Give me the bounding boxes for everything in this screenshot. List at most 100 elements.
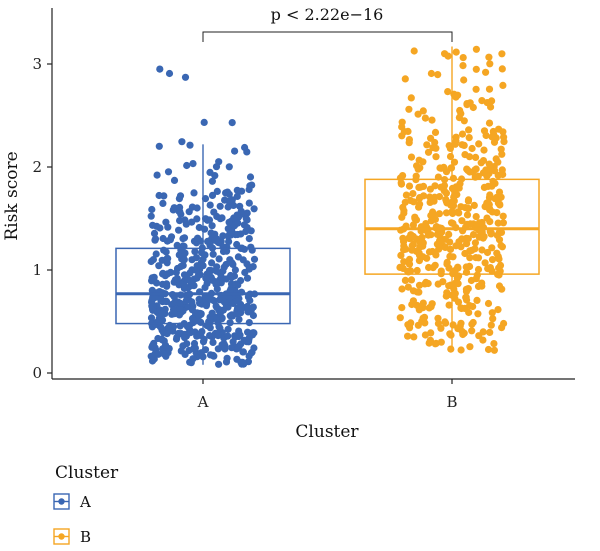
data-point xyxy=(176,299,184,307)
data-point xyxy=(245,199,253,207)
data-point xyxy=(209,338,217,346)
data-point xyxy=(436,243,444,251)
data-point xyxy=(472,45,480,53)
data-point xyxy=(208,177,216,185)
data-point xyxy=(148,297,156,305)
data-point xyxy=(153,279,161,287)
data-point xyxy=(473,296,481,304)
data-point xyxy=(180,234,189,242)
data-point xyxy=(464,235,472,243)
data-point xyxy=(245,235,253,243)
data-point xyxy=(169,206,177,214)
data-point xyxy=(396,314,404,322)
data-point xyxy=(221,298,229,306)
data-point xyxy=(165,69,174,78)
data-point xyxy=(163,280,171,288)
data-point xyxy=(163,330,171,338)
data-point xyxy=(466,343,474,351)
data-point xyxy=(466,254,474,262)
data-point xyxy=(215,305,223,313)
data-point xyxy=(175,226,183,234)
data-point xyxy=(417,183,425,191)
legend-key-a xyxy=(53,493,70,510)
data-point xyxy=(186,329,195,337)
data-point xyxy=(249,311,257,320)
data-point xyxy=(499,219,507,227)
data-point xyxy=(148,205,156,214)
data-point xyxy=(189,160,197,168)
data-point xyxy=(485,85,494,93)
data-point xyxy=(222,275,230,283)
data-point xyxy=(176,304,184,312)
data-point xyxy=(484,299,493,308)
data-point xyxy=(485,119,494,127)
data-point xyxy=(494,219,502,227)
data-point xyxy=(463,211,472,219)
y-axis-title: Risk score xyxy=(2,151,22,240)
data-point xyxy=(409,221,417,229)
data-point xyxy=(419,299,427,307)
data-point xyxy=(180,256,188,264)
data-point xyxy=(399,264,407,272)
data-point xyxy=(151,350,159,358)
data-point xyxy=(215,255,223,263)
data-point xyxy=(225,218,233,226)
data-point xyxy=(415,203,423,211)
data-point xyxy=(471,239,479,247)
data-point xyxy=(243,224,251,232)
data-point xyxy=(237,230,245,238)
data-point xyxy=(474,254,483,262)
data-point xyxy=(160,350,168,358)
data-point xyxy=(408,246,416,254)
data-point xyxy=(431,138,439,147)
data-point xyxy=(156,65,164,73)
data-point xyxy=(244,305,252,313)
data-point xyxy=(462,263,470,271)
data-point xyxy=(494,306,502,314)
data-point xyxy=(149,256,157,264)
x-axis-title: Cluster xyxy=(295,422,359,442)
data-point xyxy=(444,88,452,96)
data-point xyxy=(494,171,502,179)
data-point xyxy=(472,85,480,93)
data-point xyxy=(415,306,423,314)
y-ticks: 0 1 2 3 xyxy=(32,55,52,382)
data-point xyxy=(407,153,416,161)
data-point xyxy=(481,259,489,267)
data-point xyxy=(177,246,185,254)
data-point xyxy=(495,236,504,244)
data-point xyxy=(401,75,409,83)
data-point xyxy=(442,209,451,217)
data-point xyxy=(194,234,202,242)
data-point xyxy=(434,314,442,322)
boxes xyxy=(115,46,540,365)
data-point xyxy=(454,264,462,272)
data-point xyxy=(250,205,258,213)
data-point xyxy=(237,358,245,366)
legend-label-b: B xyxy=(80,528,91,546)
data-point xyxy=(472,65,480,73)
data-point xyxy=(225,238,233,246)
data-point xyxy=(495,264,503,272)
data-point xyxy=(184,275,192,283)
data-point xyxy=(164,168,173,176)
data-point xyxy=(162,248,170,256)
data-point xyxy=(216,202,224,210)
data-point xyxy=(195,295,203,303)
legend: Cluster A B xyxy=(53,463,119,546)
data-point xyxy=(461,249,469,258)
data-point xyxy=(409,287,417,295)
data-point xyxy=(245,319,253,327)
data-point xyxy=(232,280,240,288)
data-point xyxy=(243,216,251,224)
data-point xyxy=(175,195,183,203)
data-point xyxy=(458,130,467,138)
data-point xyxy=(149,306,157,314)
data-point xyxy=(432,153,440,161)
data-point xyxy=(479,169,488,177)
data-point xyxy=(401,276,409,284)
data-point xyxy=(490,340,498,348)
data-point xyxy=(205,266,214,274)
data-point xyxy=(233,297,241,305)
data-point xyxy=(208,222,216,230)
